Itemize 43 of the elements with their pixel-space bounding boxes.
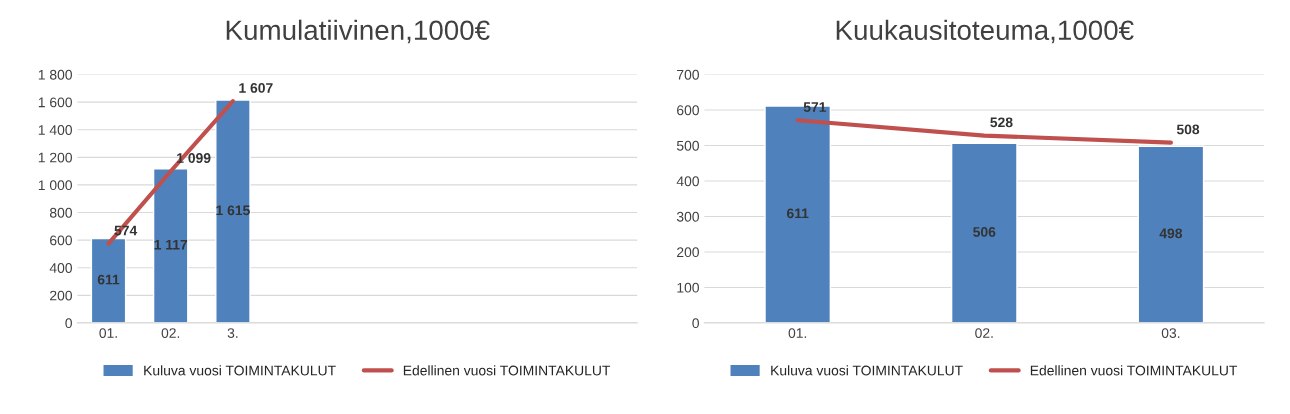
y-tick-label: 300 — [676, 211, 699, 222]
bar — [90, 237, 127, 323]
legend-label: Edellinen vuosi TOIMINTAKULUT — [1030, 365, 1238, 376]
data-label: 498 — [1159, 228, 1183, 239]
y-tick-label: 600 — [50, 235, 72, 246]
data-label: 528 — [990, 117, 1013, 128]
data-label: 1 117 — [154, 239, 188, 250]
x-tick-label: 02. — [161, 328, 180, 338]
y-tick-label: 1 800 — [38, 69, 72, 80]
y-tick-label: 500 — [676, 140, 699, 151]
x-tick-label: 02. — [975, 328, 993, 338]
y-tick-label: 0 — [65, 318, 72, 329]
bar — [152, 168, 189, 323]
data-label: 611 — [787, 208, 809, 219]
y-tick-label: 100 — [677, 282, 699, 293]
x-tick-label: 01. — [99, 328, 117, 338]
data-label: 611 — [97, 274, 120, 285]
bar — [950, 142, 1018, 323]
chart-title: Kuukausitoteuma,1000€ — [836, 19, 1134, 44]
y-tick-label: 1 400 — [38, 125, 72, 135]
data-label: 1 607 — [239, 83, 273, 93]
y-tick-label: 200 — [50, 290, 72, 301]
x-tick-label: 3. — [227, 328, 238, 338]
bar — [1137, 145, 1205, 323]
y-tick-label: 600 — [677, 105, 699, 116]
y-tick-label: 200 — [677, 247, 699, 258]
bar — [215, 99, 251, 323]
y-tick-label: 1 600 — [38, 97, 72, 108]
x-tick-label: 03. — [1161, 328, 1180, 338]
y-tick-label: 800 — [49, 207, 72, 218]
y-tick-label: 400 — [676, 176, 699, 187]
data-label: 506 — [973, 227, 996, 237]
legend-label: Kuluva vuosi TOIMINTAKULUT — [771, 365, 963, 376]
y-tick-label: 700 — [677, 69, 699, 80]
y-tick-label: 1 200 — [38, 152, 72, 163]
legend-label: Edellinen vuosi TOIMINTAKULUT — [403, 365, 611, 376]
y-tick-label: 0 — [692, 318, 699, 329]
chart-title: Kumulatiivinen,1000€ — [226, 19, 490, 44]
x-tick-label: 01. — [788, 328, 807, 338]
legend-label: Kuluva vuosi TOIMINTAKULUT — [144, 365, 336, 376]
y-tick-label: 1 000 — [38, 180, 72, 191]
y-tick-label: 400 — [49, 263, 72, 273]
data-label: 508 — [1176, 124, 1200, 135]
